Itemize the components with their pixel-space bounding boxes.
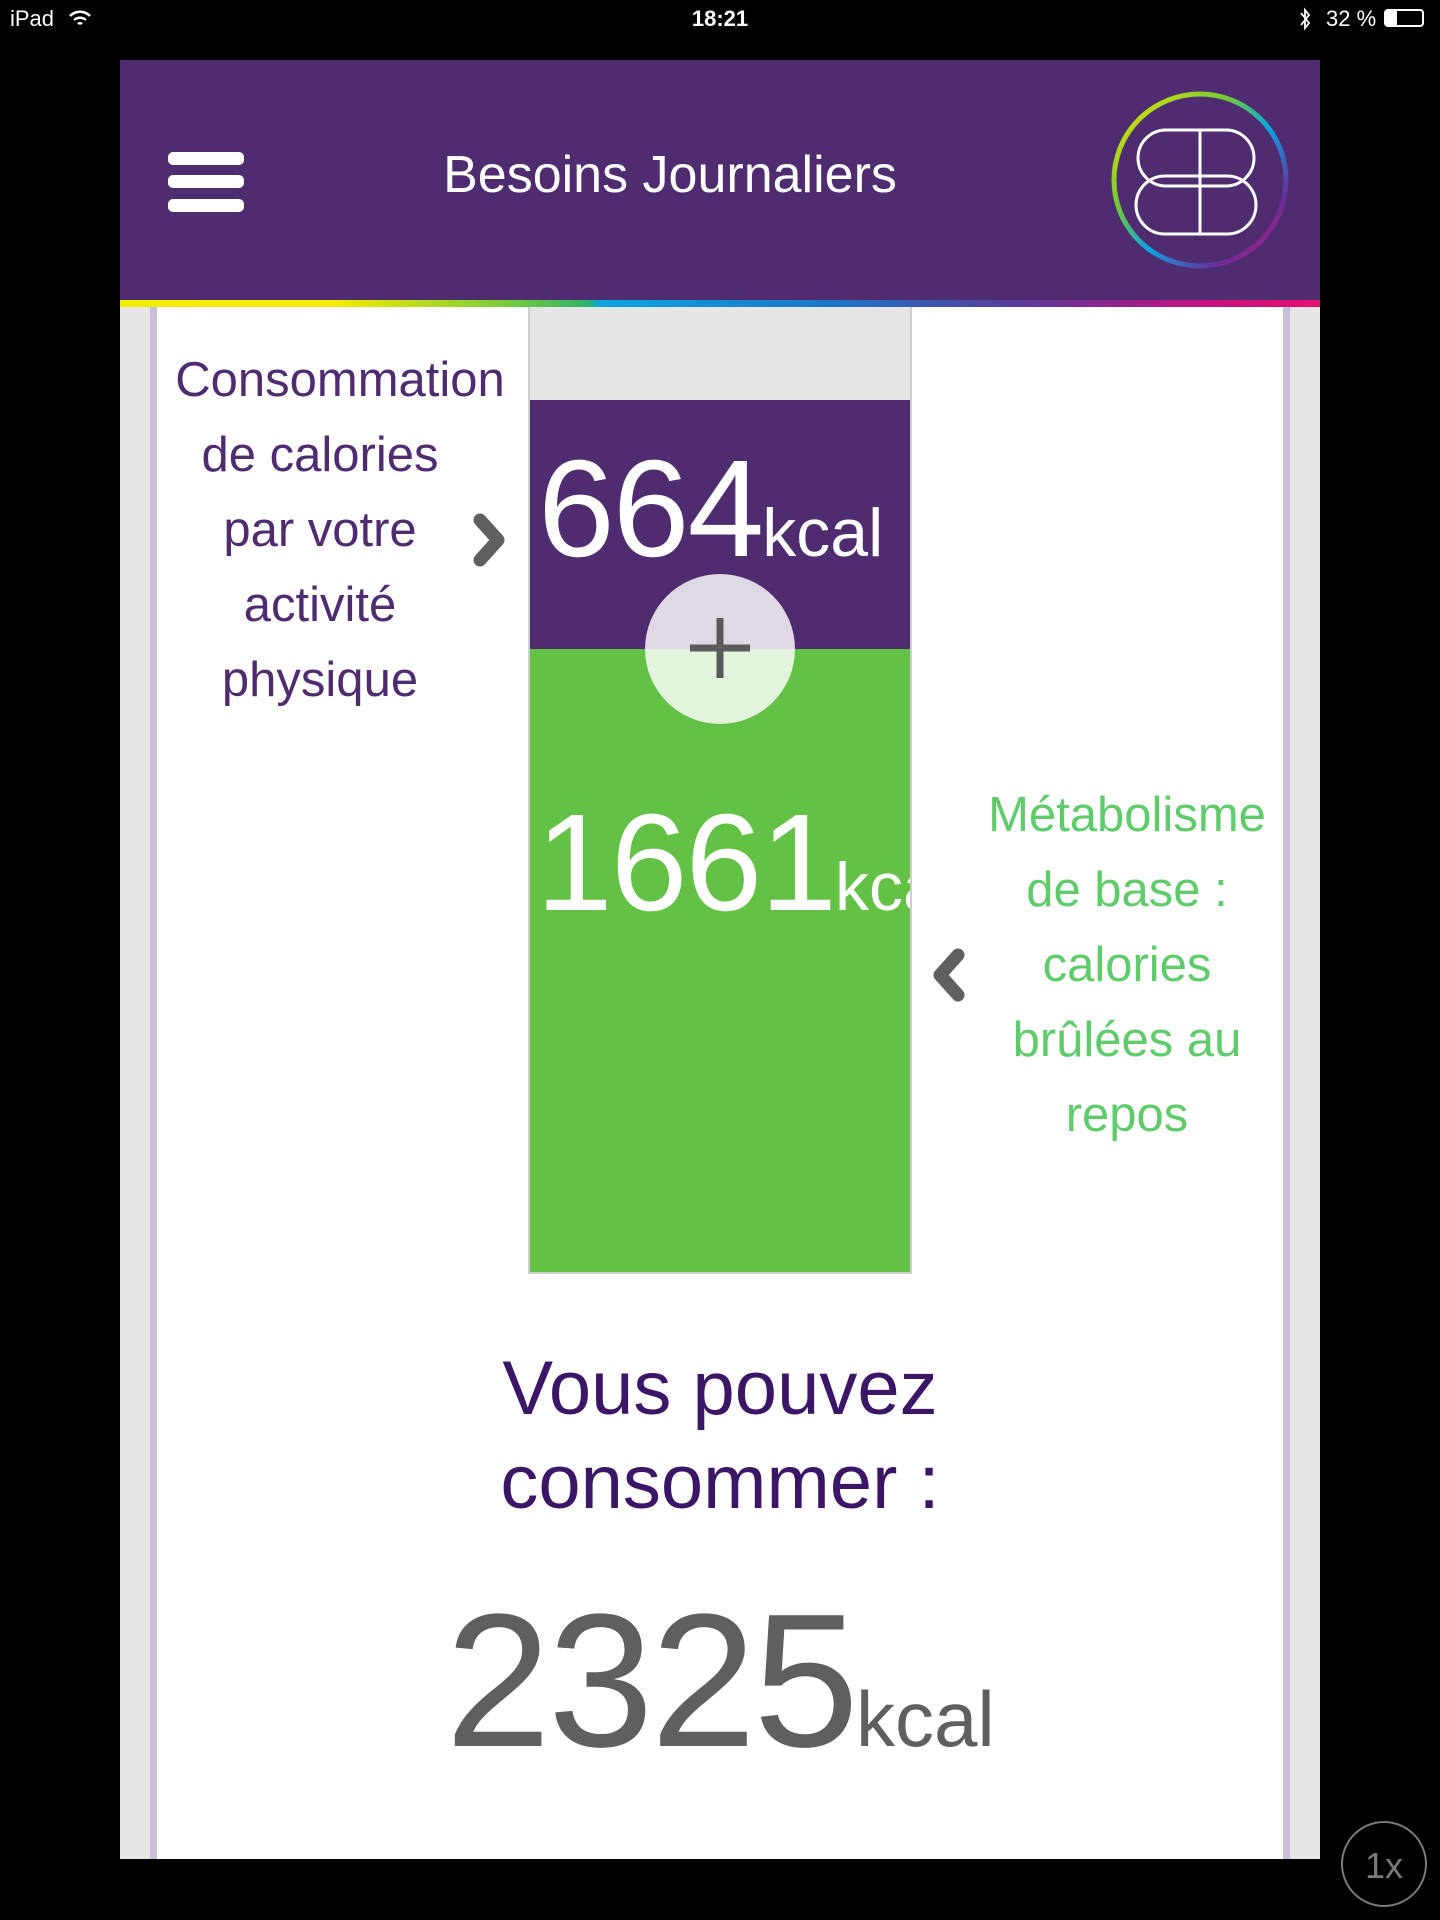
basal-label-4: brûlées au: [1012, 1013, 1242, 1067]
activity-label-4: activité: [243, 578, 397, 632]
summary-line-2: consommer :: [500, 1440, 940, 1525]
total-unit: kcal: [855, 1675, 995, 1763]
status-time: 18:21: [691, 6, 749, 31]
activity-label-1: Consommation: [175, 353, 505, 407]
activity-number: 664: [538, 432, 764, 586]
activity-value: 664kcal: [538, 430, 883, 589]
right-gutter: [1290, 307, 1320, 1859]
app-header: [120, 60, 1320, 300]
basal-value: 1661kcal: [536, 784, 910, 943]
plus-icon: [690, 618, 750, 678]
basal-label-5: repos: [1065, 1088, 1189, 1142]
basal-label-1: Métabolisme: [988, 788, 1266, 842]
bluetooth-icon: [1300, 7, 1311, 31]
header-rainbow-bar: [120, 300, 1320, 307]
activity-label-5: physique: [221, 653, 419, 707]
basal-bar-segment: 1661kcal: [530, 649, 910, 1272]
total-number: 2325: [445, 1575, 859, 1787]
zoom-1x-button[interactable]: 1x: [1341, 1821, 1427, 1907]
total-value: 2325kcal: [120, 1572, 1320, 1790]
add-activity-button[interactable]: [645, 574, 795, 724]
right-border: [1283, 307, 1290, 1859]
page-title: Besoins Journaliers: [443, 146, 897, 204]
basal-label-3: calories: [1042, 938, 1212, 992]
summary-line-1: Vous pouvez: [502, 1346, 938, 1431]
battery-icon: [1384, 9, 1424, 27]
activity-unit: kcal: [762, 495, 884, 571]
left-border: [150, 307, 157, 1859]
basal-label-2: de base :: [1026, 863, 1228, 917]
status-device: iPad: [10, 6, 55, 31]
hamburger-menu-icon[interactable]: [160, 145, 252, 217]
content-panel: Consommation de calories par votre activ…: [120, 307, 1320, 1859]
activity-label-3: par votre: [223, 503, 417, 557]
wifi-icon: [69, 10, 91, 26]
chevron-right-icon: [473, 513, 505, 567]
logo-icon[interactable]: [1108, 88, 1292, 272]
left-gutter: [120, 307, 150, 1859]
basal-unit: kcal: [835, 849, 910, 925]
calorie-bar: 664kcal 1661kcal: [528, 307, 912, 1274]
summary-heading: Vous pouvez consommer :: [120, 1342, 1320, 1530]
activity-label-2: de calories: [201, 428, 439, 482]
basal-number: 1661: [536, 786, 837, 940]
status-battery-text: 32 %: [1326, 6, 1377, 31]
chevron-left-icon: [933, 948, 965, 1002]
